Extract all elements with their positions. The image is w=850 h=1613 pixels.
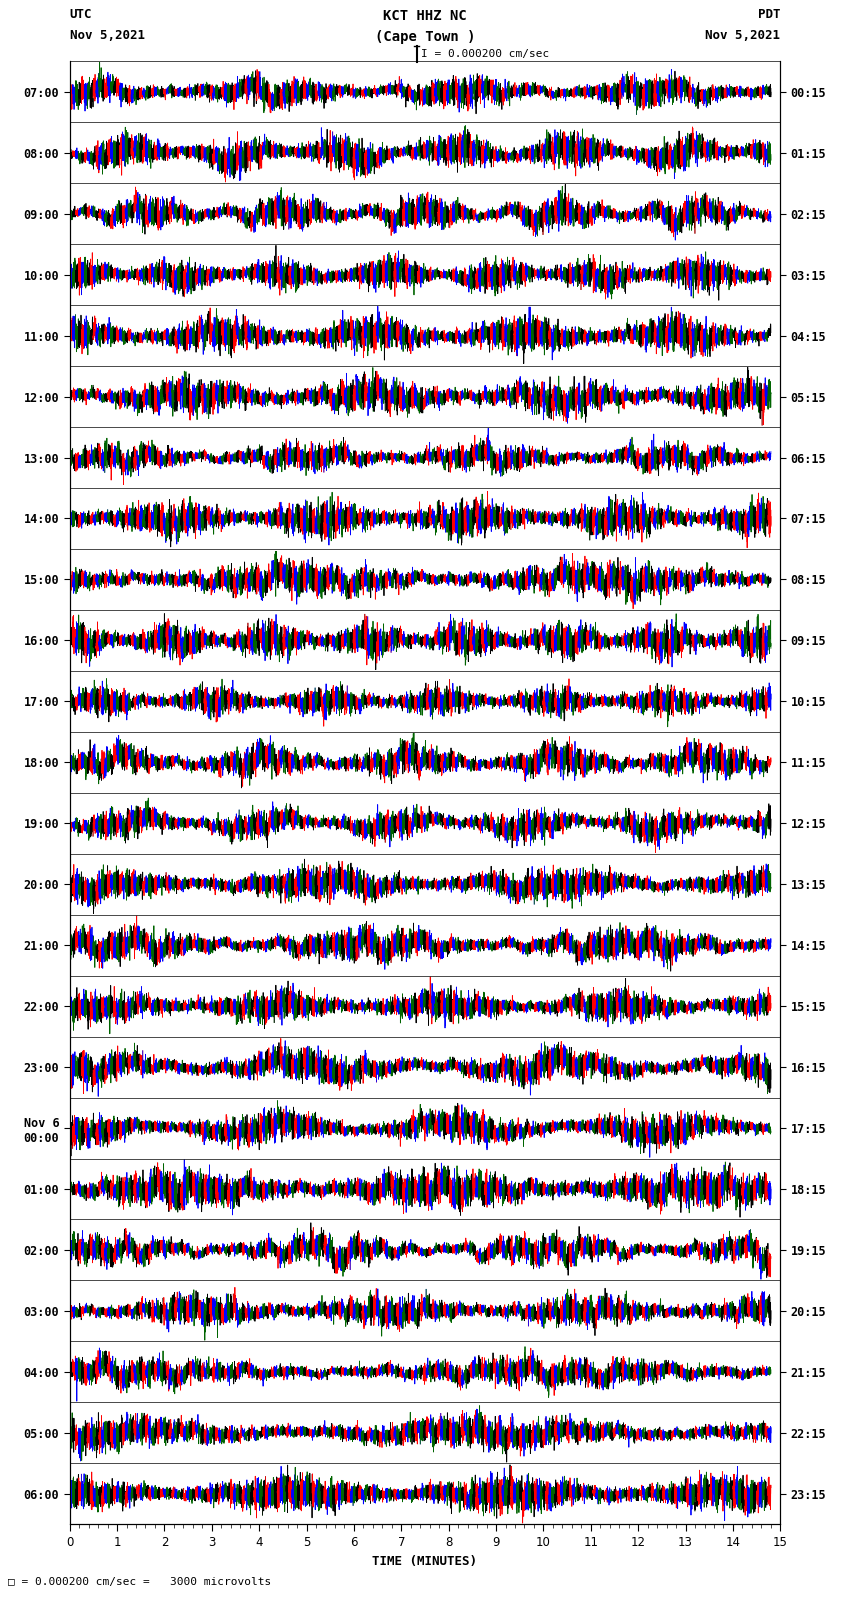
Text: (Cape Town ): (Cape Town ) xyxy=(375,31,475,44)
Text: KCT HHZ NC: KCT HHZ NC xyxy=(383,10,467,23)
Text: □ = 0.000200 cm/sec =   3000 microvolts: □ = 0.000200 cm/sec = 3000 microvolts xyxy=(8,1578,272,1587)
Text: PDT: PDT xyxy=(758,8,780,21)
X-axis label: TIME (MINUTES): TIME (MINUTES) xyxy=(372,1555,478,1568)
Text: UTC: UTC xyxy=(70,8,92,21)
Text: I = 0.000200 cm/sec: I = 0.000200 cm/sec xyxy=(421,50,549,60)
Text: Nov 5,2021: Nov 5,2021 xyxy=(706,29,780,42)
Text: Nov 5,2021: Nov 5,2021 xyxy=(70,29,144,42)
